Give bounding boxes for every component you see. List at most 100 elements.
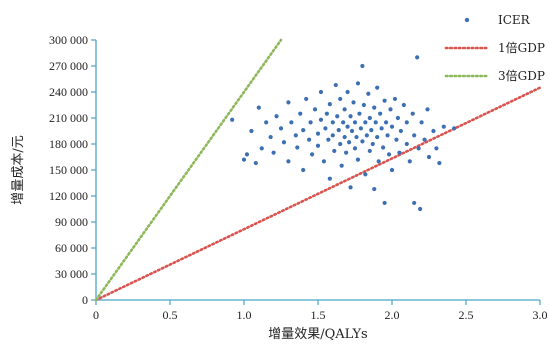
threshold-line-1倍GDP bbox=[94, 86, 542, 302]
x-tick-label: 2.0 bbox=[385, 308, 400, 322]
icer-point bbox=[376, 159, 381, 164]
icer-point bbox=[373, 120, 378, 125]
icer-point bbox=[244, 152, 250, 157]
icer-point bbox=[321, 159, 327, 164]
icer-point bbox=[338, 141, 343, 147]
icer-point bbox=[256, 105, 261, 110]
icer-point bbox=[394, 137, 399, 142]
icer-point bbox=[410, 111, 415, 116]
y-tick-label: 120 000 bbox=[49, 189, 88, 203]
icer-point bbox=[375, 134, 380, 140]
icer-point bbox=[301, 167, 306, 173]
threshold-line-3倍GDP bbox=[94, 38, 283, 302]
y-tick-label: 240 000 bbox=[49, 85, 88, 99]
icer-point bbox=[333, 82, 338, 88]
icer-point bbox=[315, 143, 321, 148]
icer-point bbox=[230, 117, 235, 122]
y-tick-label: 300 000 bbox=[49, 33, 88, 47]
icer-point bbox=[289, 120, 294, 125]
icer-point bbox=[318, 89, 324, 95]
icer-point bbox=[286, 159, 291, 164]
icer-point bbox=[431, 128, 436, 134]
icer-point bbox=[330, 133, 335, 138]
icer-point bbox=[434, 146, 439, 151]
icer-point bbox=[360, 63, 365, 69]
icer-point bbox=[415, 55, 420, 60]
icer-point bbox=[407, 159, 412, 164]
icer-point bbox=[404, 141, 409, 147]
y-tick-label: 0 bbox=[82, 293, 88, 307]
icer-point bbox=[309, 152, 315, 157]
legend-label: ICER bbox=[498, 13, 531, 27]
icer-point bbox=[304, 96, 309, 102]
icer-point bbox=[332, 148, 337, 154]
icer-point bbox=[345, 89, 350, 95]
icer-point bbox=[426, 154, 432, 160]
icer-point bbox=[370, 141, 375, 147]
icer-point bbox=[404, 120, 409, 125]
icer-point bbox=[389, 124, 395, 129]
icer-point bbox=[369, 128, 374, 133]
icer-point bbox=[418, 206, 423, 212]
icer-point bbox=[259, 146, 264, 151]
icer-point bbox=[346, 140, 352, 145]
icer-point bbox=[379, 126, 384, 131]
icer-point bbox=[422, 137, 427, 142]
icer-point bbox=[298, 111, 303, 116]
icer-point bbox=[412, 200, 417, 206]
y-tick-label: 210 000 bbox=[49, 111, 88, 125]
icer-point bbox=[348, 185, 353, 190]
icer-point bbox=[372, 105, 377, 110]
threshold-lines bbox=[94, 38, 542, 302]
icer-point bbox=[344, 150, 349, 155]
icer-point bbox=[397, 150, 402, 155]
legend: ICER 1倍GDP 3倍GDP bbox=[444, 13, 545, 83]
icer-point bbox=[360, 139, 365, 144]
icer-point bbox=[286, 100, 291, 105]
y-tick-label: 150 000 bbox=[49, 163, 88, 177]
icer-point bbox=[412, 133, 417, 138]
icer-point bbox=[336, 128, 341, 133]
icer-point bbox=[278, 126, 284, 131]
icer-point bbox=[339, 163, 344, 168]
x-tick-label: 1.0 bbox=[237, 308, 252, 322]
icer-point bbox=[342, 134, 347, 140]
icer-point bbox=[441, 124, 446, 129]
icer-point bbox=[361, 102, 366, 108]
icer-point bbox=[363, 120, 368, 125]
icer-point bbox=[383, 120, 389, 125]
icer-point bbox=[307, 137, 312, 142]
icer-point bbox=[249, 128, 254, 134]
icer-point bbox=[389, 167, 395, 173]
icer-point bbox=[324, 111, 329, 116]
y-ticks: 0 30 000 60 000 90 000 120 000 150 000 180 000… bbox=[49, 33, 96, 307]
legend-label: 3倍GDP bbox=[498, 68, 545, 83]
x-axis-label: 增量效果/QALYs bbox=[268, 327, 367, 342]
icer-points bbox=[230, 55, 457, 212]
icer-point bbox=[271, 150, 276, 155]
x-tick-label: 1.5 bbox=[311, 308, 326, 322]
icer-point bbox=[352, 146, 358, 151]
icer-point bbox=[264, 120, 269, 125]
icer-point bbox=[342, 107, 347, 112]
icer-point bbox=[349, 128, 355, 134]
icer-point bbox=[367, 115, 372, 121]
y-tick-label: 180 000 bbox=[49, 137, 88, 151]
icer-point bbox=[419, 120, 424, 125]
icer-point bbox=[308, 120, 313, 125]
icer-point bbox=[398, 128, 403, 134]
icer-point bbox=[386, 152, 392, 157]
y-tick-label: 30 000 bbox=[55, 267, 88, 281]
icer-point bbox=[395, 115, 401, 121]
y-tick-label: 90 000 bbox=[55, 215, 88, 229]
icer-point bbox=[381, 145, 386, 150]
icer-point bbox=[335, 114, 340, 119]
icer-point bbox=[385, 133, 390, 138]
icer-point bbox=[366, 91, 371, 96]
icer-point bbox=[364, 133, 369, 138]
x-tick-label: 2.5 bbox=[459, 308, 474, 322]
icer-point bbox=[352, 120, 358, 125]
icer-point bbox=[348, 114, 353, 119]
icer-point bbox=[355, 81, 361, 86]
icer-point bbox=[416, 146, 421, 151]
